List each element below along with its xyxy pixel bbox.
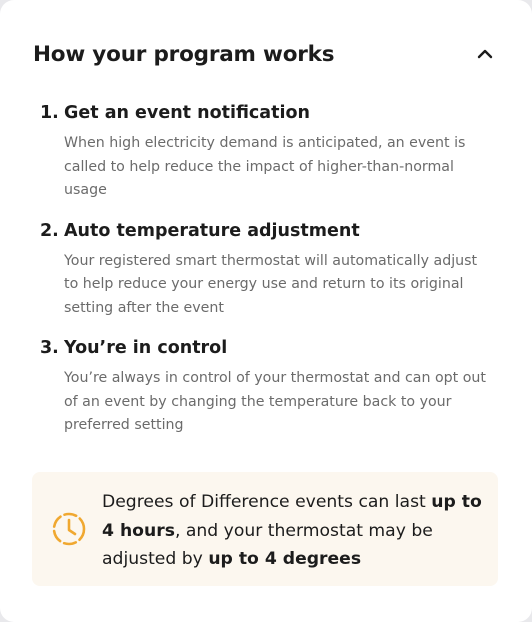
step-number: 2. [40,220,59,241]
step-title: Auto temperature adjustment [64,220,360,241]
info-text-part: , and your thermostat may be adjusted by [102,520,433,570]
info-text: Degrees of Difference events can last up… [102,488,482,574]
chevron-up-icon [477,49,493,59]
info-text-emphasis: up to 4 degrees [208,549,362,569]
step-number: 3. [40,338,59,358]
step-item: 1. Get an event notification When high e… [40,100,500,203]
info-text-emphasis: up to 4 hours [102,492,482,541]
step-heading: 2. Auto temperature adjustment [40,218,500,244]
step-description: Your registered smart thermostat will au… [64,252,478,316]
info-callout: Degrees of Difference events can last up… [32,472,498,586]
step-number: 1. [40,103,59,123]
section-header[interactable]: How your program works [33,40,499,74]
step-item: 2. Auto temperature adjustment Your regi… [40,218,500,321]
collapse-button[interactable] [471,40,499,68]
info-text-part: Degrees of Difference events can last [102,492,432,512]
step-title: You’re in control [64,338,228,358]
step-description: You’re always in control of your thermos… [64,370,486,433]
steps-list: 1. Get an event notification When high e… [40,100,500,453]
clock-icon [52,512,86,546]
step-title: Get an event notification [64,103,310,123]
section-title: How your program works [33,42,335,67]
step-heading: 3. You’re in control [40,335,500,361]
step-heading: 1. Get an event notification [40,100,500,126]
step-description: When high electricity demand is anticipa… [64,135,466,198]
step-item: 3. You’re in control You’re always in co… [40,335,500,438]
